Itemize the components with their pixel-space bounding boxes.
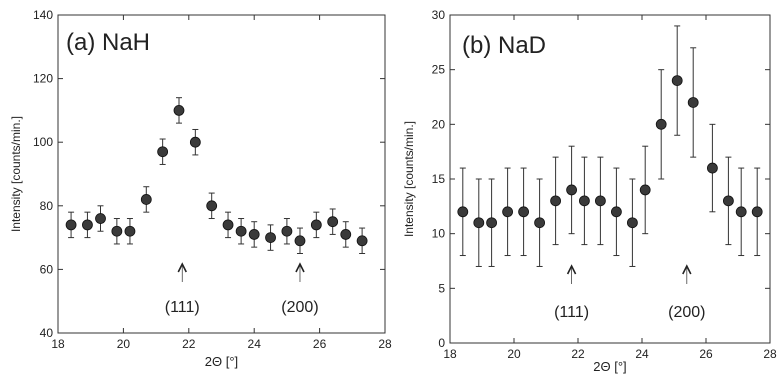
data-point: [486, 217, 498, 229]
y-tick-label: 10: [432, 227, 446, 241]
data-point: [140, 194, 152, 205]
data-point: [518, 206, 529, 218]
x-tick-label: 18: [51, 337, 65, 351]
panel-nad: 18 20 22 24 26 28 0 5 10 15 20 25 30 (b) NaD 2Θ [°] Int…: [402, 8, 777, 374]
data-point: [534, 217, 545, 229]
x-tick-label: 26: [313, 337, 327, 351]
data-point: [595, 195, 606, 207]
data-point: [206, 200, 218, 212]
annotation-arrow-icon: [177, 262, 187, 273]
y-tick-label: 100: [33, 135, 53, 149]
data-point: [473, 217, 485, 229]
x-axis-label: 2Θ [°]: [205, 354, 238, 369]
data-point: [687, 97, 699, 108]
data-point: [735, 206, 747, 218]
data-point: [222, 219, 234, 231]
data-point: [579, 195, 590, 207]
y-tick-label: 140: [33, 8, 53, 22]
data-point: [655, 118, 667, 130]
annotation-arrow-icon: [682, 264, 692, 275]
data-point: [566, 184, 577, 196]
y-tick-label: 60: [40, 262, 54, 276]
annotation-arrow-icon: [566, 264, 577, 275]
data-point: [265, 232, 276, 244]
data-point: [502, 206, 514, 218]
data-point: [157, 146, 169, 158]
data-point: [611, 206, 622, 218]
x-tick-label: 20: [507, 347, 521, 361]
y-tick-label: 30: [432, 8, 446, 22]
x-tick-label: 24: [248, 337, 262, 351]
data-point: [82, 219, 93, 231]
data-point: [340, 229, 352, 240]
annotation-label: (111): [165, 299, 200, 316]
data-point: [281, 225, 293, 237]
y-tick-label: 40: [40, 326, 54, 340]
data-point: [189, 136, 201, 148]
chart-title: (a) NaH: [66, 29, 150, 56]
annotation-arrow-icon: [295, 262, 305, 273]
y-tick-label: 5: [438, 281, 445, 295]
x-tick-label: 28: [763, 347, 777, 361]
data-point: [294, 235, 306, 247]
data-point: [356, 235, 368, 247]
y-tick-label: 80: [40, 199, 54, 213]
y-tick-label: 120: [33, 72, 53, 86]
y-tick-label: 15: [432, 172, 446, 186]
y-axis-label: Intensity [counts/min.]: [9, 116, 23, 232]
plot-frame: [449, 14, 771, 344]
data-point: [124, 225, 136, 237]
data-point: [751, 206, 763, 218]
data-point: [327, 216, 339, 228]
y-tick-label: 0: [438, 336, 445, 350]
annotation-label: (200): [668, 304, 705, 321]
x-tick-label: 26: [699, 347, 713, 361]
data-point: [723, 195, 734, 207]
data-point: [457, 206, 469, 218]
x-tick-label: 24: [635, 347, 649, 361]
data-point: [707, 162, 718, 174]
y-tick-label: 25: [432, 63, 446, 77]
data-point: [310, 219, 322, 231]
y-tick-label: 20: [432, 117, 446, 131]
data-point: [627, 217, 638, 229]
data-point: [671, 75, 683, 86]
data-point: [235, 225, 247, 237]
x-tick-label: 22: [571, 347, 585, 361]
data-point: [248, 229, 260, 240]
x-axis-label: 2Θ [°]: [593, 359, 626, 374]
plot-frame: [57, 14, 386, 334]
x-tick-label: 20: [117, 337, 131, 351]
data-point: [65, 219, 77, 231]
x-tick-label: 18: [443, 347, 457, 361]
data-point: [173, 105, 185, 116]
x-tick-label: 22: [182, 337, 196, 351]
chart-title: (b) NaD: [462, 32, 546, 59]
data-point: [550, 195, 561, 207]
y-axis-label: Intensity [counts/min.]: [402, 121, 416, 237]
annotation-label: (200): [281, 299, 318, 316]
annotation-label: (111): [554, 304, 589, 321]
x-tick-label: 28: [378, 337, 392, 351]
panel-nah: 18 20 22 24 26 28 40 60 80 100 120 140 (a) NaH 2Θ [°]…: [9, 8, 392, 369]
data-point: [111, 225, 123, 237]
data-point: [639, 184, 651, 196]
data-point: [95, 213, 106, 224]
